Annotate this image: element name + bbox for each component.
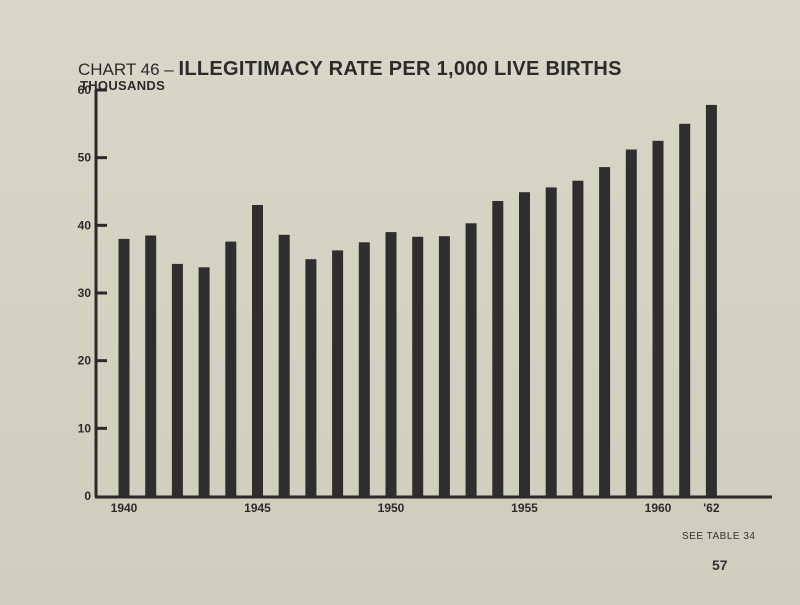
source-note: SEE TABLE 34 [682,531,756,542]
bar-1944 [225,241,237,496]
y-tick-label: 10 [78,421,92,435]
bar-1957 [572,180,584,496]
x-tick-label: 1940 [111,501,138,515]
bar-1950 [385,232,397,496]
bar-1959 [625,149,637,496]
bar-1948 [332,250,344,496]
y-tick-label: 50 [78,151,92,165]
bar-1951 [412,236,424,497]
bar-1940 [118,238,130,496]
bar-1956 [545,187,557,496]
y-tick-label: 60 [78,83,92,97]
x-tick-label: 1960 [645,501,672,515]
bar-1945 [252,205,263,496]
bar-1942 [171,263,183,496]
y-tick-label: 0 [84,489,91,503]
bar-1952 [438,236,450,496]
bar-1954 [492,201,504,496]
x-tick-label: '62 [703,501,720,515]
bar-1958 [599,167,611,496]
bar-1947 [305,259,317,496]
page-number: 57 [712,557,728,573]
bar-1955 [519,192,530,496]
bar-1961 [679,123,691,497]
y-tick-label: 40 [78,218,92,232]
bar-1962 [705,104,717,497]
bar-1943 [198,267,210,496]
x-tick-label: 1955 [511,501,538,515]
chart-title-prefix: CHART 46 – [78,60,179,79]
y-tick-label: 20 [78,354,92,368]
bar-1953 [465,223,477,497]
x-tick-label: 1950 [378,501,405,515]
bar-1960 [652,140,664,497]
x-tick-label: 1945 [244,501,271,515]
chart-title: CHART 46 – ILLEGITIMACY RATE PER 1,000 L… [78,58,622,81]
chart-title-main: ILLEGITIMACY RATE PER 1,000 LIVE BIRTHS [178,58,622,80]
y-tick-label: 30 [78,286,92,300]
bar-1941 [145,235,157,496]
bar-1949 [358,242,370,497]
bar-1946 [278,234,290,497]
